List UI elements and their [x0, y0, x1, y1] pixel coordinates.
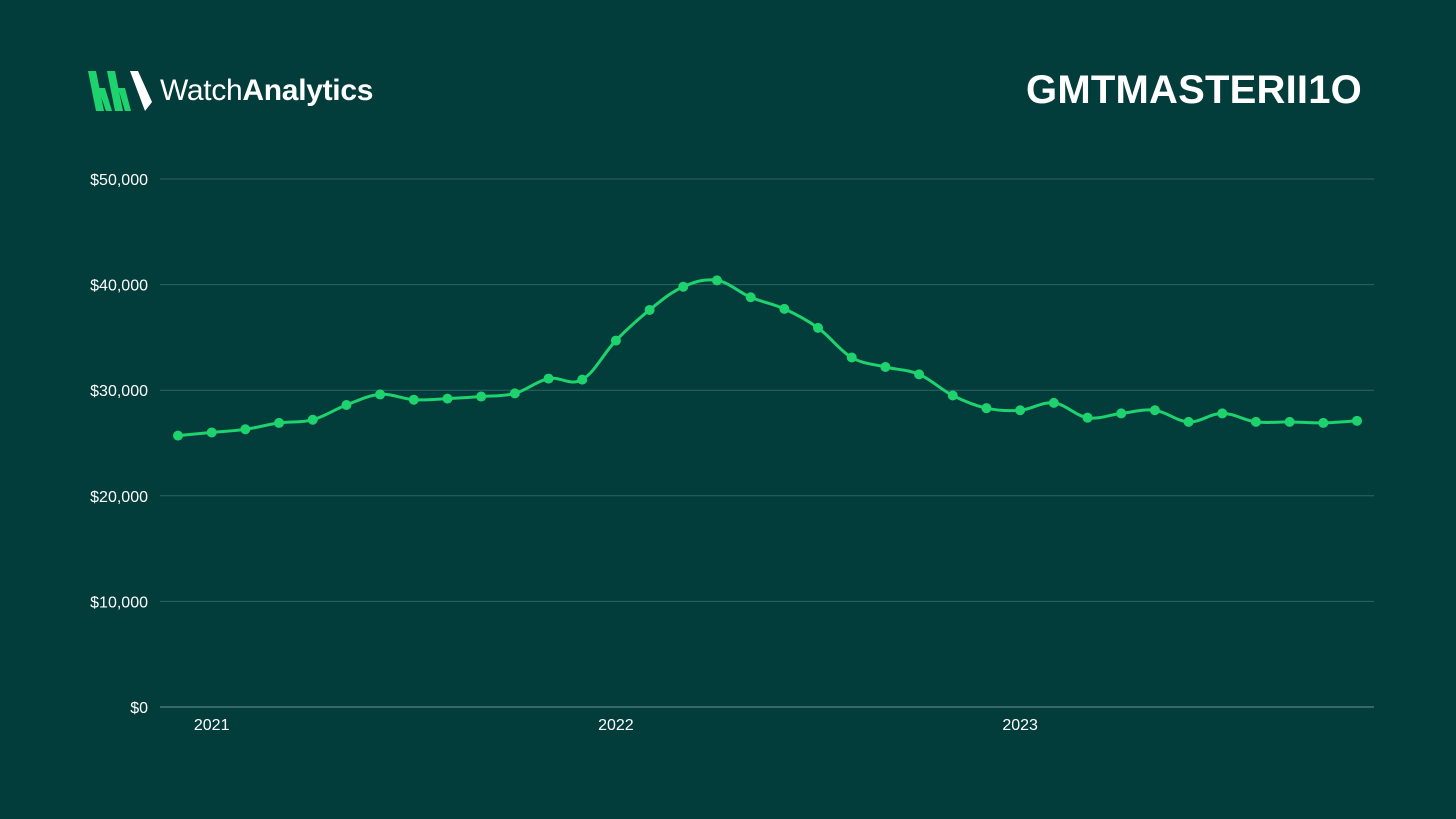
data-point[interactable]	[779, 303, 790, 314]
data-point[interactable]	[947, 390, 958, 401]
data-point[interactable]	[813, 322, 824, 333]
series-line	[176, 278, 1359, 438]
data-point[interactable]	[644, 304, 655, 315]
data-point[interactable]	[1082, 412, 1093, 423]
data-point[interactable]	[1015, 405, 1026, 416]
data-point[interactable]	[442, 393, 453, 404]
data-point[interactable]	[1048, 397, 1059, 408]
y-tick-label: $30,000	[90, 383, 148, 400]
x-tick-label: 2021	[194, 717, 230, 734]
x-tick-label: 2022	[598, 717, 634, 734]
data-point[interactable]	[1318, 417, 1329, 428]
data-point[interactable]	[509, 388, 520, 399]
data-point[interactable]	[274, 417, 285, 428]
data-points	[173, 275, 1362, 441]
y-tick-label: $20,000	[90, 489, 148, 506]
data-point[interactable]	[1116, 408, 1127, 419]
data-point[interactable]	[341, 399, 352, 410]
data-point[interactable]	[577, 374, 588, 385]
grid-lines	[160, 178, 1374, 708]
brand-name-light: Watch	[160, 74, 243, 107]
brand-logo: WatchAnalytics	[88, 70, 373, 112]
data-point[interactable]	[1284, 416, 1295, 427]
brand-mark-icon	[88, 71, 152, 111]
data-point[interactable]	[1183, 416, 1194, 427]
data-point[interactable]	[1250, 416, 1261, 427]
brand-name-bold: Analytics	[242, 74, 374, 107]
y-tick-label: $50,000	[90, 172, 148, 189]
data-point[interactable]	[1217, 408, 1228, 419]
data-point[interactable]	[846, 352, 857, 363]
data-point[interactable]	[307, 414, 318, 425]
data-point[interactable]	[914, 369, 925, 380]
data-point[interactable]	[206, 427, 217, 438]
data-point[interactable]	[678, 281, 689, 292]
y-tick-label: $0	[130, 700, 148, 717]
data-point[interactable]	[173, 430, 183, 441]
x-axis-labels: 2021 2022 2023	[194, 717, 1038, 734]
data-point[interactable]	[240, 424, 251, 435]
data-point[interactable]	[408, 394, 419, 405]
data-point[interactable]	[375, 389, 386, 400]
brand-name: WatchAnalytics	[160, 70, 373, 112]
y-axis-labels: $0 $10,000 $20,000 $30,000 $40,000 $50,000	[90, 172, 148, 717]
y-tick-label: $10,000	[90, 594, 148, 611]
data-point[interactable]	[880, 361, 891, 372]
data-point[interactable]	[981, 403, 992, 414]
x-tick-label: 2023	[1002, 717, 1038, 734]
page-title: GMTMASTERII1O	[1026, 68, 1362, 112]
series-line-group	[176, 278, 1359, 438]
data-point[interactable]	[711, 275, 722, 286]
data-point[interactable]	[1352, 415, 1362, 426]
data-point[interactable]	[543, 373, 554, 384]
data-point[interactable]	[745, 292, 756, 303]
data-point[interactable]	[476, 391, 487, 402]
y-tick-label: $40,000	[90, 278, 148, 295]
data-point[interactable]	[1149, 405, 1160, 416]
data-point[interactable]	[610, 335, 621, 346]
